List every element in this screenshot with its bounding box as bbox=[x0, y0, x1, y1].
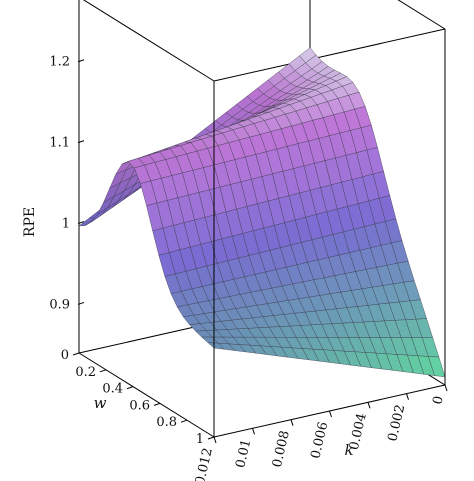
k-tick-mark bbox=[444, 384, 448, 392]
k-tick-mark bbox=[252, 428, 255, 435]
k-tick-label: 0.006 bbox=[308, 421, 331, 461]
k-tick-mark bbox=[290, 419, 294, 426]
w-tick-label: 0.2 bbox=[75, 365, 96, 380]
w-axis: 0 0.2 0.4 0.6 0.8 1 bbox=[61, 348, 215, 447]
z-tick-label: 1 bbox=[62, 217, 70, 232]
w-tick-mark bbox=[207, 436, 215, 440]
surface-mesh bbox=[78, 47, 446, 378]
z-axis-label: RPE bbox=[22, 207, 38, 237]
w-tick-mark bbox=[99, 369, 107, 373]
k-tick-mark bbox=[329, 410, 332, 418]
w-tick-mark bbox=[126, 386, 134, 390]
k-tick-mark bbox=[406, 393, 409, 400]
k-tick-mark bbox=[213, 436, 217, 444]
k-tick-label: 0.01 bbox=[233, 438, 254, 470]
z-tick-label: 0.9 bbox=[49, 297, 70, 312]
k-tick-label: 0.012 bbox=[193, 447, 216, 481]
w-tick-label: 0.8 bbox=[156, 415, 177, 430]
w-tick-label: 0 bbox=[61, 348, 69, 363]
w-tick-label: 1 bbox=[196, 432, 204, 447]
box-edge bbox=[82, 0, 215, 82]
w-tick-label: 0.6 bbox=[129, 398, 150, 413]
k-tick-label: 0.008 bbox=[270, 429, 293, 469]
z-tick-mark bbox=[77, 59, 85, 63]
z-tick-label: 1.1 bbox=[49, 136, 70, 151]
w-tick-mark bbox=[72, 352, 80, 356]
w-tick-label: 0.4 bbox=[102, 382, 123, 397]
box-edge bbox=[78, 352, 215, 438]
k-tick-label: 0.002 bbox=[385, 403, 408, 443]
k-tick-mark bbox=[367, 402, 371, 409]
z-tick-mark bbox=[77, 301, 85, 305]
box-edge bbox=[397, 0, 446, 30]
z-tick-mark bbox=[77, 140, 85, 144]
k-tick-label: 0 bbox=[430, 395, 446, 406]
z-tick-mark bbox=[77, 221, 85, 225]
box-edge bbox=[213, 28, 446, 82]
w-tick-mark bbox=[180, 419, 188, 423]
z-tick-label: 1.2 bbox=[49, 55, 70, 70]
z-axis: 0.9 1 1.1 1.2 bbox=[49, 55, 85, 312]
k-axis-label: k bbox=[344, 441, 353, 459]
w-tick-mark bbox=[153, 402, 161, 406]
w-axis-label: w bbox=[94, 394, 107, 412]
